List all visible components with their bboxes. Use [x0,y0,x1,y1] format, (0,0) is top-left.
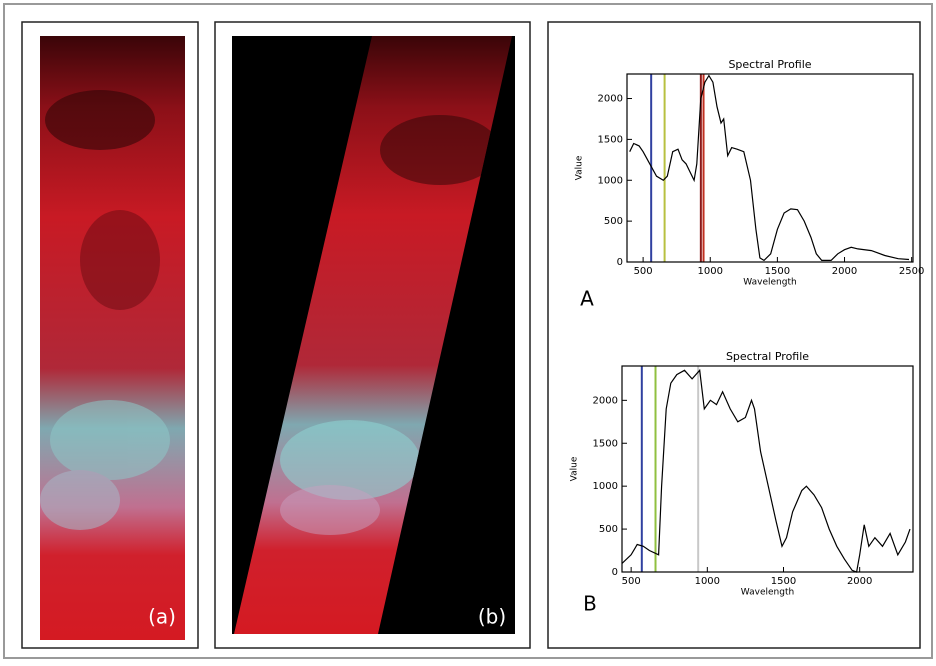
image-label: (b) [478,605,506,629]
panel-charts [548,22,920,648]
x-axis-label: Wavelength [743,278,796,288]
figure: (a) (b) Spectral Profile Wavelength Value A… [0,0,936,662]
y-tick-label: 1500 [593,438,618,449]
y-tick-label: 0 [617,257,623,268]
y-axis-label: Value [570,456,580,481]
x-axis-label: Wavelength [741,588,794,598]
x-tick-label: 500 [634,266,653,277]
y-tick-label: 0 [612,567,618,578]
x-tick-label: 2000 [832,266,857,277]
panel-label: A [580,287,594,311]
y-axis-label: Value [575,155,585,180]
chart-title: Spectral Profile [728,58,811,71]
chart-title: Spectral Profile [726,350,809,363]
y-tick-label: 2000 [593,395,618,406]
x-tick-label: 1500 [765,266,790,277]
x-tick-label: 1000 [698,266,723,277]
y-tick-label: 2000 [598,94,623,105]
panel-label: B [583,592,597,616]
x-tick-label: 1000 [695,576,720,587]
y-tick-label: 1500 [598,134,623,145]
y-tick-label: 500 [599,524,618,535]
image-label: (a) [148,605,176,629]
x-tick-label: 2500 [899,266,924,277]
y-tick-label: 1000 [593,481,618,492]
x-tick-label: 2000 [847,576,872,587]
y-tick-label: 1000 [598,175,623,186]
y-tick-label: 500 [604,216,623,227]
x-tick-label: 500 [622,576,641,587]
x-tick-label: 1500 [771,576,796,587]
